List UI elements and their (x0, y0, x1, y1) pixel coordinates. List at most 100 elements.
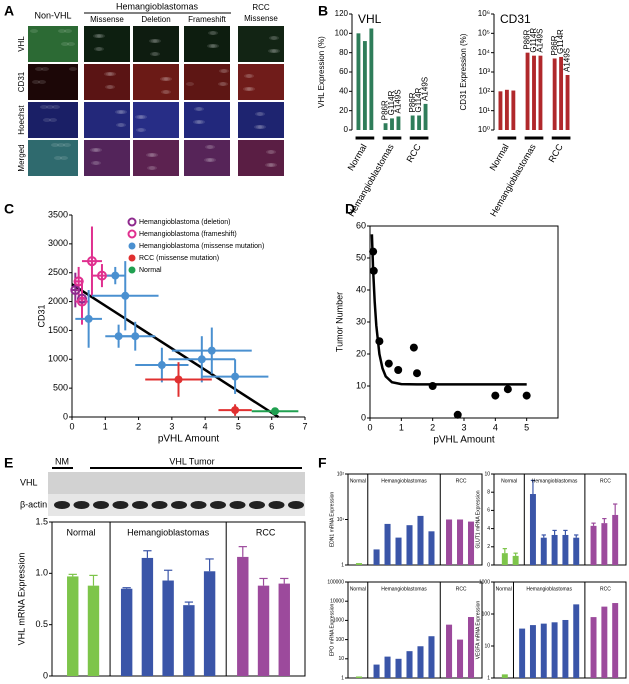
bar (257, 585, 270, 676)
point (76, 296, 87, 307)
bar-label: P86R (381, 100, 390, 120)
micrograph-texture (193, 120, 201, 124)
micrograph-texture (49, 118, 57, 122)
bar (141, 557, 154, 676)
micrograph-texture (247, 87, 255, 91)
bar (384, 523, 391, 565)
micrograph-texture (97, 34, 105, 38)
point (174, 375, 183, 384)
y-tick-label: 0 (344, 125, 349, 134)
x-tick-label: 7 (302, 421, 307, 431)
bar (552, 58, 557, 130)
y-tick-label: 10¹ (478, 106, 490, 115)
micrograph-texture (32, 80, 40, 84)
blot-band (151, 501, 168, 509)
bar (559, 56, 564, 130)
bar (562, 619, 569, 678)
micrograph-texture (245, 87, 253, 91)
micrograph-texture (197, 120, 205, 124)
bar (369, 28, 374, 130)
bar (417, 115, 422, 130)
plot-frame (369, 225, 559, 419)
chart-title: VHL (358, 12, 382, 26)
x-tick-label: 1 (103, 421, 108, 431)
micrograph (184, 26, 230, 62)
point (121, 291, 130, 300)
micrograph-texture (209, 44, 217, 48)
group-label: RCC (456, 586, 467, 592)
y-axis-label: CD31 (36, 304, 46, 327)
bar (428, 636, 435, 678)
group-label: Hemangioblastomas (532, 478, 578, 484)
bar (457, 639, 464, 678)
bar (396, 116, 401, 130)
micrograph (133, 102, 179, 138)
bar (525, 52, 530, 130)
micrograph (238, 102, 284, 138)
blot-band (93, 501, 109, 509)
bar-label: G114R (529, 28, 538, 53)
row-label: Merged (17, 144, 26, 171)
micrograph-texture (244, 74, 252, 78)
bar (395, 658, 402, 678)
micrograph (184, 102, 230, 138)
group-label: RCC (404, 142, 423, 164)
point (271, 407, 280, 416)
y-axis-label: CD31 Expression (%) (459, 33, 468, 110)
bar (417, 646, 424, 678)
fit-line (370, 234, 527, 386)
micrograph-texture (35, 67, 43, 71)
micrograph-texture (218, 82, 226, 86)
x-tick-label: 3 (169, 421, 174, 431)
point (207, 346, 216, 355)
lane-label: NM (55, 456, 69, 466)
bar-label: A149S (394, 89, 403, 113)
micrograph-texture (208, 31, 216, 35)
micrograph-texture (151, 39, 159, 43)
micrograph-texture (30, 29, 38, 33)
micrograph-texture (119, 110, 127, 114)
micrograph-texture (69, 67, 77, 71)
bar (373, 664, 380, 678)
micrograph-texture (269, 36, 277, 40)
group-label: Hemangioblastomas (127, 527, 210, 537)
bar (551, 622, 558, 678)
group-label: Normal (488, 142, 511, 172)
blot-band (249, 501, 265, 509)
y-tick-label: 100 (336, 637, 345, 643)
bar (573, 604, 580, 678)
blot-band (268, 501, 285, 509)
bar (383, 123, 388, 130)
bar (573, 537, 580, 565)
micrograph-texture (152, 52, 160, 56)
legend-label: Hemangioblastoma (deletion) (139, 219, 230, 226)
micrograph-texture (67, 42, 75, 46)
y-tick-label: 10¹ (337, 517, 345, 523)
micrograph-texture (162, 77, 170, 81)
bar (519, 628, 526, 678)
row-label: Hoechst (17, 105, 26, 135)
micrograph-texture (186, 82, 194, 86)
bar-label: A149S (536, 29, 545, 53)
micrograph-texture (243, 87, 251, 91)
micrograph-texture (61, 42, 69, 46)
micrograph-texture (153, 39, 161, 43)
micrograph-texture (208, 158, 216, 162)
point (96, 270, 107, 281)
bar (67, 576, 79, 676)
y-tick-label: 10 (484, 643, 490, 649)
micrograph-texture (43, 118, 51, 122)
micrograph (84, 64, 130, 100)
y-tick-label: 50 (356, 252, 366, 262)
legend-marker (128, 266, 136, 274)
y-tick-label: 2 (487, 544, 490, 550)
blot-row-label: β-actin (20, 499, 47, 509)
y-tick-label: 40 (356, 284, 366, 294)
y-tick-label: 10 (338, 656, 344, 662)
point (84, 314, 93, 323)
blot-band (54, 501, 70, 509)
micrograph-texture (161, 90, 169, 94)
x-tick-label: 6 (269, 421, 274, 431)
bar (540, 537, 547, 565)
